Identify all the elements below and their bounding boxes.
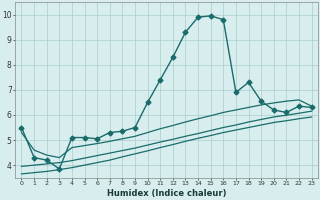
X-axis label: Humidex (Indice chaleur): Humidex (Indice chaleur) — [107, 189, 226, 198]
